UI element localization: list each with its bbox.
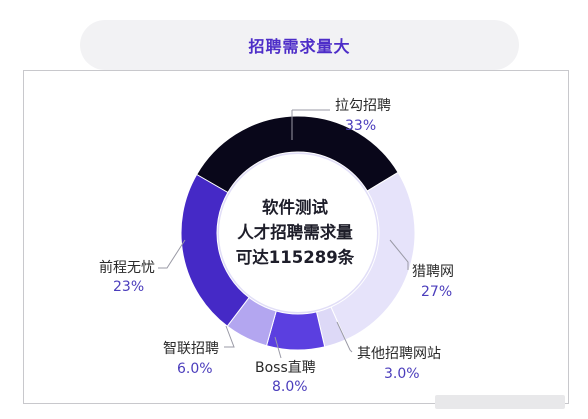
- center-line-2: 人才招聘需求量: [237, 223, 353, 242]
- page-title: 招聘需求量大: [248, 37, 351, 56]
- slice-pct-lagou: 33%: [345, 118, 377, 134]
- slice-name-qiancheng: 前程无忧: [99, 260, 155, 276]
- slice-pct-zhilian: 6.0%: [177, 361, 213, 377]
- leader-line: [224, 325, 235, 348]
- slice-pct-boss: 8.0%: [272, 379, 308, 395]
- slice-name-lagou: 拉勾招聘: [335, 98, 391, 114]
- slice-name-other: 其他招聘网站: [357, 346, 441, 362]
- leader-line: [336, 321, 353, 353]
- slice-pct-other: 3.0%: [384, 366, 420, 382]
- leader-line: [158, 239, 186, 269]
- center-line-1: 软件测试: [262, 198, 328, 217]
- slice-name-liepin: 猎聘网: [412, 264, 454, 280]
- leader-line: [389, 239, 409, 270]
- donut-slice: [180, 173, 250, 327]
- center-summary: 软件测试 人才招聘需求量 可达115289条: [215, 195, 375, 270]
- slice-pct-qiancheng: 23%: [113, 279, 145, 295]
- slice-name-boss: Boss直聘: [255, 360, 316, 376]
- slice-pct-liepin: 27%: [421, 284, 453, 300]
- title-pill: 招聘需求量大: [80, 20, 519, 70]
- donut-slice: [265, 310, 326, 351]
- slice-name-zhilian: 智联招聘: [163, 341, 219, 357]
- center-line-3: 可达115289条: [235, 248, 355, 267]
- watermark: [435, 395, 565, 409]
- leader-line: [274, 336, 282, 359]
